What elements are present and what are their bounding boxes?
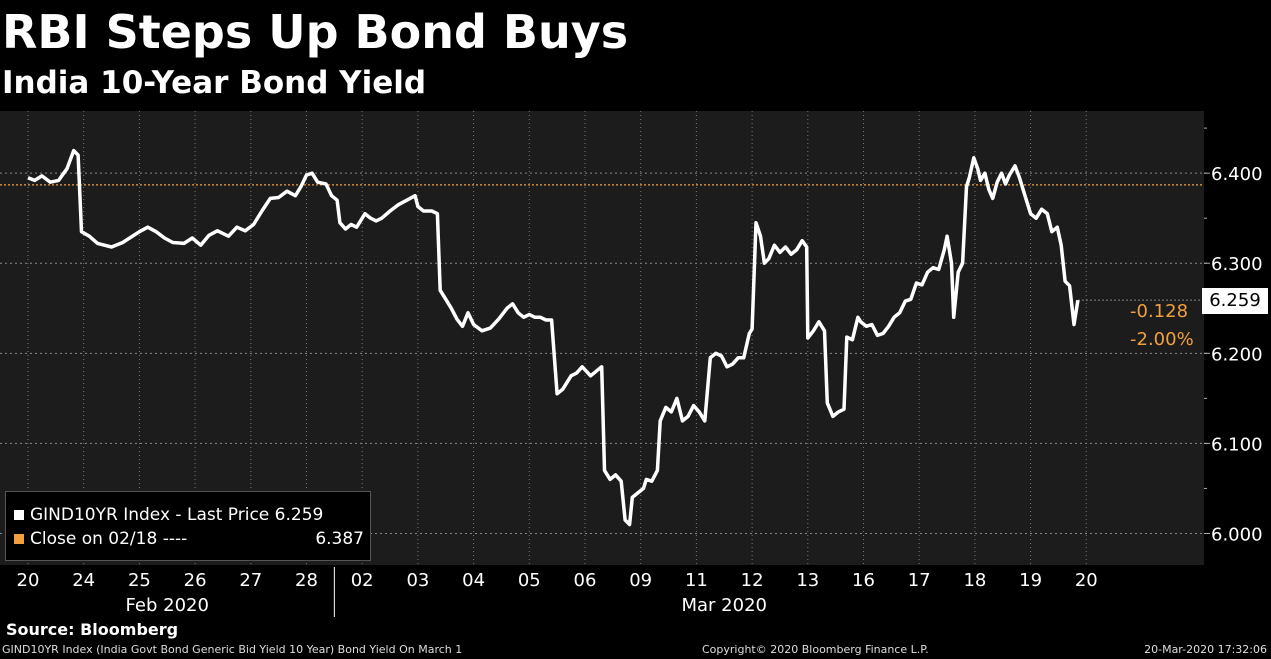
orange-swatch-icon bbox=[14, 534, 24, 544]
y-tick-label: 6.300 bbox=[1211, 254, 1263, 275]
x-tick-label: 13 bbox=[796, 570, 819, 591]
change-percent: -2.00% bbox=[1130, 329, 1194, 350]
x-tick-label: 11 bbox=[685, 570, 708, 591]
chart-subtitle: India 10-Year Bond Yield bbox=[2, 65, 427, 101]
month-label: Feb 2020 bbox=[126, 595, 209, 616]
series-line bbox=[27, 148, 1080, 527]
white-swatch-icon bbox=[14, 510, 24, 520]
legend-item-close: Close on 02/18 ---- 6.387 bbox=[14, 528, 364, 550]
y-tick-labels: 6.000 6.100 6.200 6.300 6.400 bbox=[1211, 164, 1263, 545]
x-tick-label: 27 bbox=[239, 570, 262, 591]
y-tick-label: 6.200 bbox=[1211, 344, 1263, 365]
x-tick-label: 18 bbox=[963, 570, 986, 591]
x-tick-label: 20 bbox=[1075, 570, 1098, 591]
x-tick-label: 04 bbox=[462, 570, 485, 591]
change-value: -0.128 bbox=[1130, 301, 1189, 322]
chart-title: RBI Steps Up Bond Buys bbox=[2, 5, 629, 59]
y-tick-label: 6.100 bbox=[1211, 434, 1263, 455]
x-tick-label: 28 bbox=[295, 570, 318, 591]
legend: GIND10YR Index - Last Price 6.259 Close … bbox=[5, 491, 371, 561]
x-tick-label: 16 bbox=[852, 570, 875, 591]
legend-label-last-price: GIND10YR Index - Last Price bbox=[30, 505, 270, 525]
footer-description: GIND10YR Index (India Govt Bond Generic … bbox=[2, 643, 463, 656]
y-axis-area bbox=[1204, 111, 1271, 565]
y-tick-label: 6.000 bbox=[1211, 524, 1263, 545]
plot-area bbox=[0, 111, 1204, 565]
footer-timestamp: 20-Mar-2020 17:32:06 bbox=[1144, 643, 1267, 656]
x-tick-label: 25 bbox=[128, 570, 151, 591]
x-tick-label: 12 bbox=[741, 570, 764, 591]
legend-label-close: Close on 02/18 ---- bbox=[30, 529, 188, 549]
footer-copyright: Copyright© 2020 Bloomberg Finance L.P. bbox=[702, 643, 929, 656]
x-tick-labels: 20 24 25 26 27 28 02 03 04 05 06 09 11 12 13 16 17 18 19 20 bbox=[17, 570, 1098, 591]
x-tick-label: 03 bbox=[406, 570, 429, 591]
x-tick-label: 26 bbox=[184, 570, 207, 591]
month-labels: Feb 2020 Mar 2020 bbox=[126, 567, 767, 617]
x-tick-label: 09 bbox=[629, 570, 652, 591]
x-tick-label: 19 bbox=[1019, 570, 1042, 591]
x-tick-label: 06 bbox=[574, 570, 597, 591]
legend-value-last-price: 6.259 bbox=[274, 505, 324, 525]
x-tick-label: 17 bbox=[908, 570, 931, 591]
y-tick-label: 6.400 bbox=[1211, 164, 1263, 185]
x-tick-label: 24 bbox=[72, 570, 95, 591]
x-tick-label: 05 bbox=[518, 570, 541, 591]
source-note: Source: Bloomberg bbox=[6, 620, 179, 639]
month-label: Mar 2020 bbox=[682, 595, 768, 616]
x-tick-label: 20 bbox=[17, 570, 40, 591]
last-value-badge: 6.259 bbox=[1202, 288, 1268, 314]
legend-value-close: 6.387 bbox=[315, 529, 364, 549]
legend-item-last-price: GIND10YR Index - Last Price 6.259 bbox=[14, 504, 323, 526]
x-tick-label: 02 bbox=[351, 570, 374, 591]
